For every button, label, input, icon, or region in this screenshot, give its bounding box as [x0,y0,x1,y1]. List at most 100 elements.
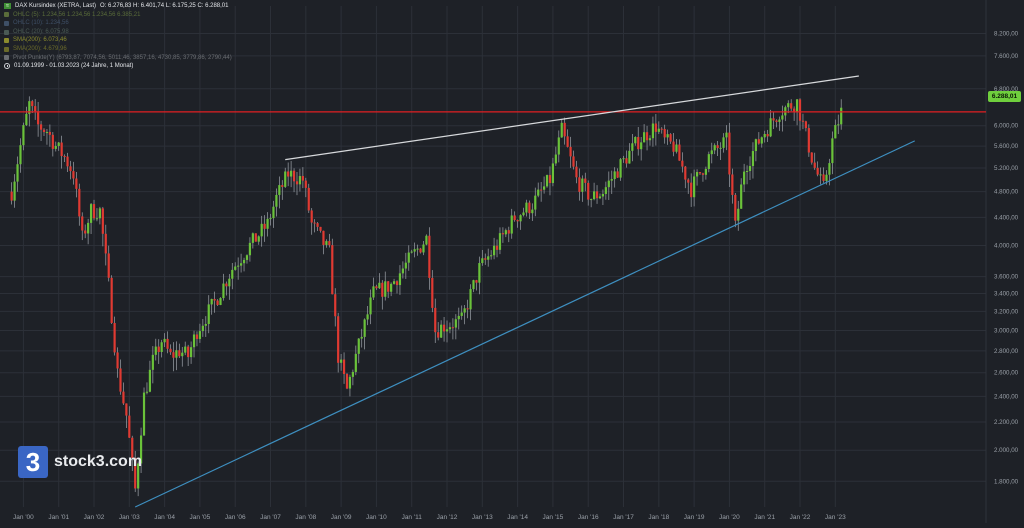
candle-body [87,222,90,234]
candle-body [201,325,204,332]
candle-body [154,346,157,355]
candle-body [448,327,452,330]
indicator-legend-item: OHLC (20): 6.075,98 [4,28,232,37]
candle-body [145,391,149,393]
candle-body [440,324,443,338]
candle-body [560,122,563,138]
candle-body [175,350,178,358]
candle-body [278,185,281,195]
candle-body [469,289,472,310]
candle-body [698,172,702,174]
chart-header: ≈ DAX Kursindex (XETRA, Last) O: 6.276,8… [4,2,232,71]
candle-body [392,281,396,284]
candle-body [690,182,693,198]
candle-body [72,171,75,179]
x-tick-label: Jan '14 [507,514,528,521]
candle-body [269,218,272,220]
candle-body [551,163,555,184]
candle-body [431,277,434,308]
candle-body [110,277,113,323]
candle-body [613,171,616,180]
y-tick-label: 1.800,00 [994,478,1019,485]
candle-body [445,329,449,332]
candle-body [651,123,655,139]
candle-body [745,171,749,173]
candle-body [25,113,28,126]
candle-body [545,175,549,187]
candle-body [142,392,146,436]
candle-body [734,194,737,221]
candle-body [395,281,399,286]
candle-body [601,193,605,197]
candle-body [260,223,263,237]
candle-body [628,150,631,164]
candle-body [31,101,34,107]
candle-body [272,206,275,219]
candle-body [187,346,190,358]
candle-body [781,115,784,120]
y-tick-label: 6.000,00 [994,123,1019,130]
candle-body [51,134,54,149]
candle-body [92,204,96,219]
y-tick-label: 3.600,00 [994,274,1019,281]
candle-body [522,212,525,216]
y-tick-label: 2.400,00 [994,393,1019,400]
candle-body [19,145,22,165]
candle-body [210,298,213,305]
candle-body [610,179,613,181]
x-tick-label: Jan '22 [790,514,811,521]
candle-body [710,150,713,155]
logo-text: stock3.com [54,453,143,470]
candle-body [819,174,822,176]
candle-body [378,282,381,289]
candle-body [563,122,566,137]
candle-body [604,187,607,194]
candle-body [16,164,19,182]
candle-body [795,99,799,113]
candle-body [704,168,707,175]
candle-body [778,119,781,122]
candle-body [657,128,660,132]
candle-body [104,233,107,254]
candle-body [695,172,699,177]
x-tick-label: Jan '20 [719,514,740,521]
x-tick-label: Jan '03 [119,514,140,521]
candle-body [307,187,310,211]
candle-body [13,181,16,201]
candle-body [454,319,457,328]
y-tick-label: 8.200,00 [994,30,1019,37]
candle-body [75,178,78,189]
candle-body [257,236,260,242]
candle-body [622,158,625,160]
candle-body [793,108,796,113]
candle-body [834,125,837,139]
candle-body [490,255,493,257]
candle-body [731,174,734,195]
indicator-legend-item: Pivot Punkte(Y) (6793,87, 7074,56, 5011,… [4,54,232,63]
candle-body [119,368,122,392]
candle-body [716,145,719,149]
candle-body [354,353,357,372]
candle-body [113,322,116,353]
candle-body [737,208,740,221]
indicator-swatch [4,12,9,18]
candle-body [81,216,84,231]
candle-body [192,334,196,348]
candle-body [198,331,202,339]
candle-body [487,256,490,260]
candle-body [654,123,657,132]
candle-body [284,171,287,187]
candle-body [63,156,66,158]
candle-body [607,180,610,188]
candle-body [631,143,634,151]
x-tick-label: Jan '15 [543,514,564,521]
candle-body [195,334,199,339]
candle-body [472,280,475,290]
y-tick-label: 7.600,00 [994,53,1019,60]
candle-body [101,208,104,234]
candle-body [457,315,460,320]
y-tick-label: 2.600,00 [994,370,1019,377]
candle-body [398,273,402,286]
candle-body [645,132,649,141]
candle-body [501,233,505,235]
